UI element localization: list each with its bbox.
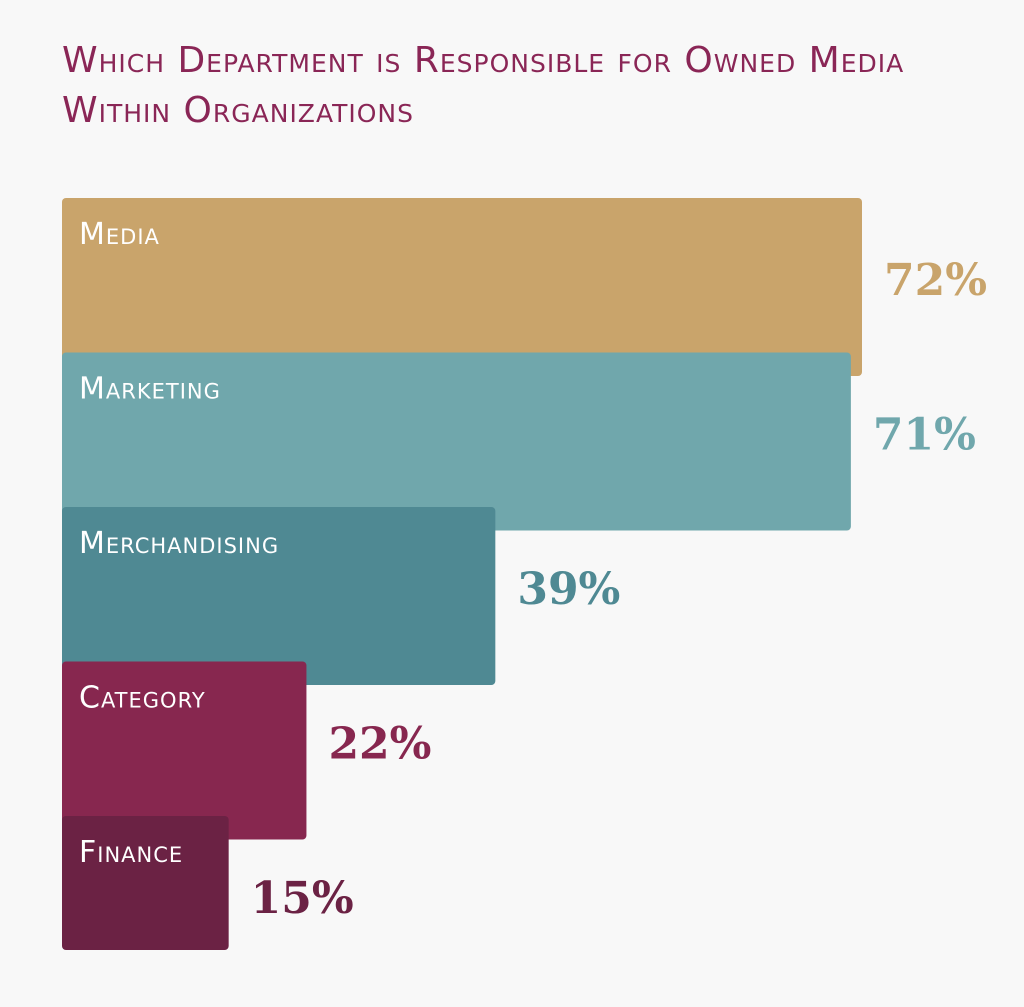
bar-label-marketing: Marketing xyxy=(79,372,221,407)
bar-label-merchandising: Merchandising xyxy=(79,526,279,561)
bar-finance xyxy=(62,816,229,950)
chart-title: Which Department is Responsible for Owne… xyxy=(62,40,905,131)
bar-marketing xyxy=(62,352,851,531)
bar-media xyxy=(62,198,862,376)
value-label-media: 72% xyxy=(884,255,987,306)
bar-label-category: Category xyxy=(79,681,206,716)
value-label-finance: 15% xyxy=(251,873,354,924)
value-label-category: 22% xyxy=(328,719,431,770)
bar-label-finance: Finance xyxy=(79,835,183,870)
value-label-marketing: 71% xyxy=(873,410,976,461)
bar-merchandising xyxy=(62,507,496,685)
value-label-merchandising: 39% xyxy=(517,564,620,615)
bar-label-media: Media xyxy=(79,217,160,252)
bar-category xyxy=(62,661,307,840)
